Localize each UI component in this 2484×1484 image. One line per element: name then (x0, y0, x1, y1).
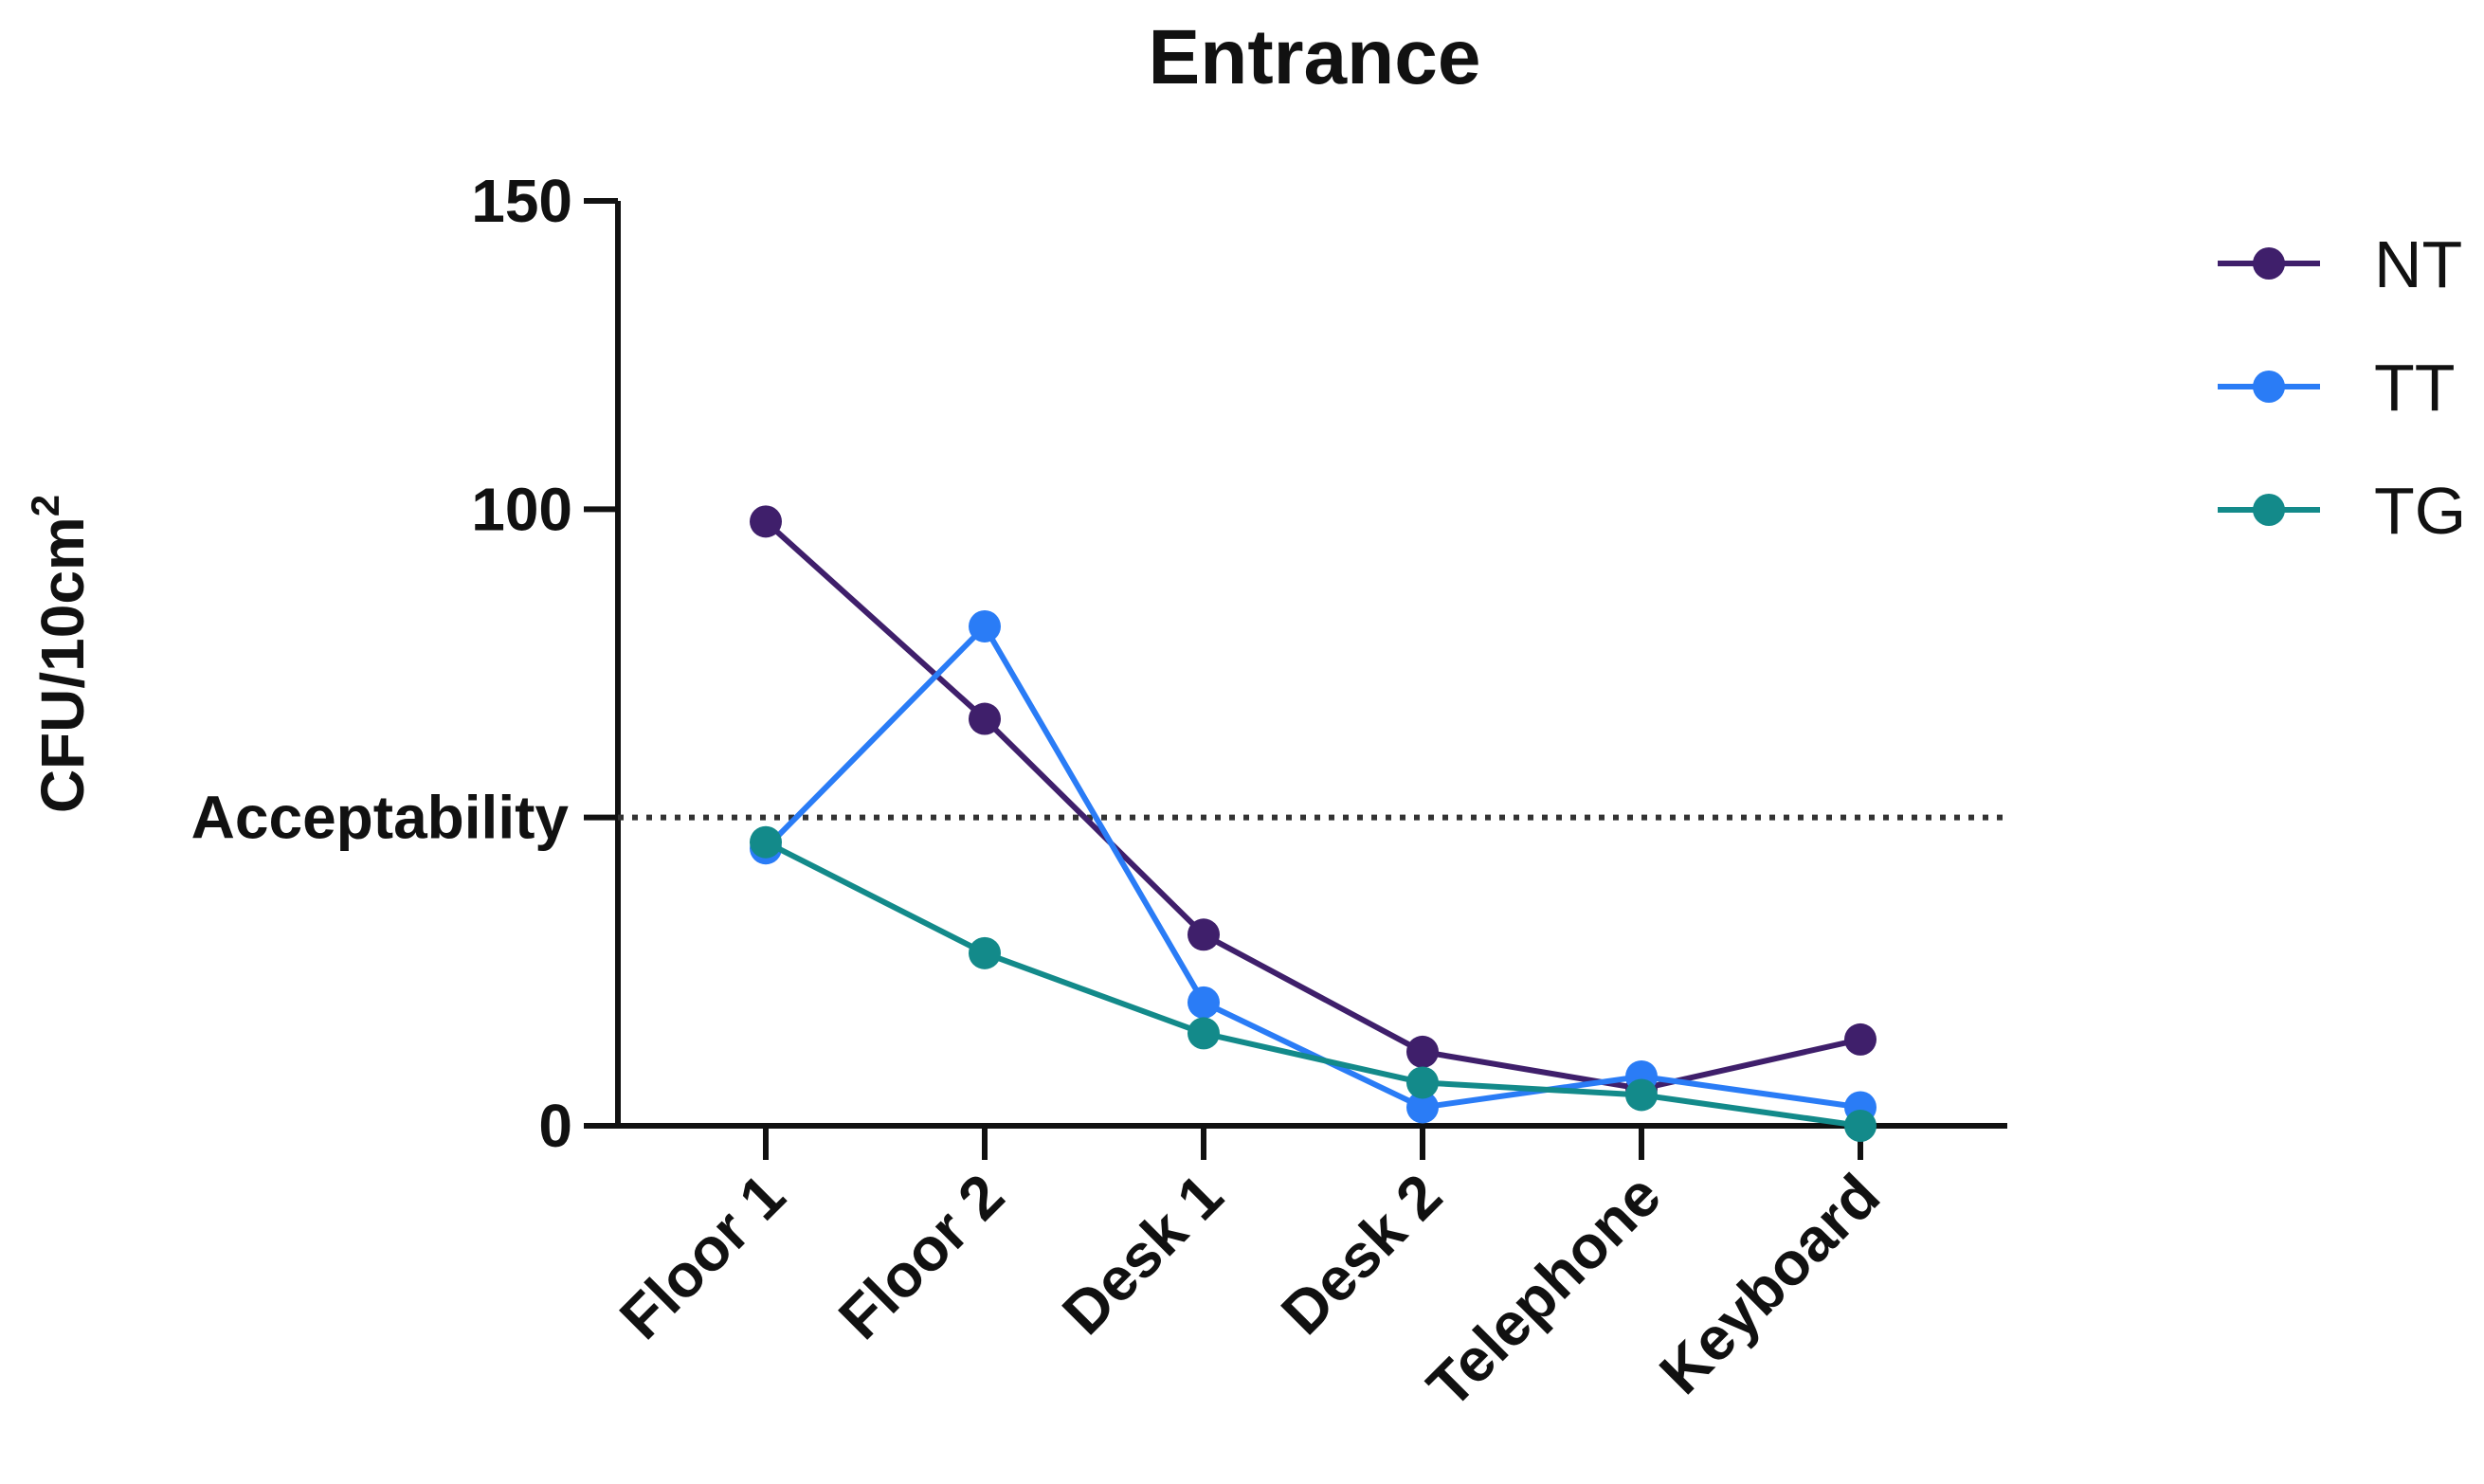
data-point (969, 702, 1001, 735)
y-axis-label: CFU/10cm2 (23, 495, 97, 813)
y-ticks: 0 100 150 Acceptability (191, 167, 618, 1160)
y-tick-label: 100 (471, 475, 572, 543)
x-tick-label: Keyboard (1646, 1161, 1893, 1407)
legend-item: NT (2218, 227, 2462, 301)
data-point (750, 825, 782, 859)
series-line (763, 519, 1861, 1092)
x-tick-label: Floor 1 (607, 1161, 798, 1352)
x-tick-label: Telephone (1414, 1161, 1674, 1421)
data-point (969, 936, 1001, 969)
legend-label: TG (2374, 474, 2466, 548)
data-point (1188, 1017, 1220, 1050)
x-tick-label: Floor 2 (825, 1161, 1017, 1352)
data-point (1625, 1078, 1658, 1112)
y-tick-label: 0 (538, 1092, 572, 1160)
axes (615, 201, 2007, 1129)
legend-marker (2253, 247, 2285, 280)
y-axis-label-text: CFU/10cm (28, 516, 97, 813)
data-point (969, 609, 1001, 642)
x-tick-label: Desk 1 (1049, 1161, 1236, 1348)
svg-text:CFU/10cm2: CFU/10cm2 (23, 495, 97, 813)
legend-label: NT (2374, 227, 2462, 301)
data-point (1844, 1110, 1877, 1142)
series-tg (750, 825, 1877, 1142)
data-point (750, 505, 782, 538)
series-line (764, 840, 1861, 1129)
data-point (1406, 1066, 1439, 1099)
data-point (1844, 1023, 1877, 1056)
y-tick-label: 150 (471, 167, 572, 235)
legend-label: TT (2374, 351, 2456, 425)
chart-title: Entrance (1149, 14, 1481, 100)
legend-item: TG (2218, 474, 2466, 548)
legend-marker (2253, 371, 2285, 403)
x-ticks: Floor 1 Floor 2 Desk 1 Desk 2TelephoneKeybo… (607, 1126, 1893, 1421)
x-tick-label: Desk 2 (1268, 1161, 1455, 1348)
series-line (763, 623, 1861, 1111)
data-point (1188, 918, 1220, 951)
data-point (1188, 986, 1220, 1019)
y-axis-label-superscript: 2 (23, 495, 67, 516)
legend: NT TT TG (2218, 227, 2466, 548)
legend-marker (2253, 494, 2285, 526)
data-point (1406, 1035, 1439, 1068)
reference-line-label: Acceptability (191, 784, 570, 852)
series-group (750, 505, 1877, 1142)
legend-item: TT (2218, 351, 2456, 425)
data-point (1406, 1091, 1439, 1124)
series-nt (750, 505, 1877, 1105)
series-tt (750, 609, 1877, 1124)
